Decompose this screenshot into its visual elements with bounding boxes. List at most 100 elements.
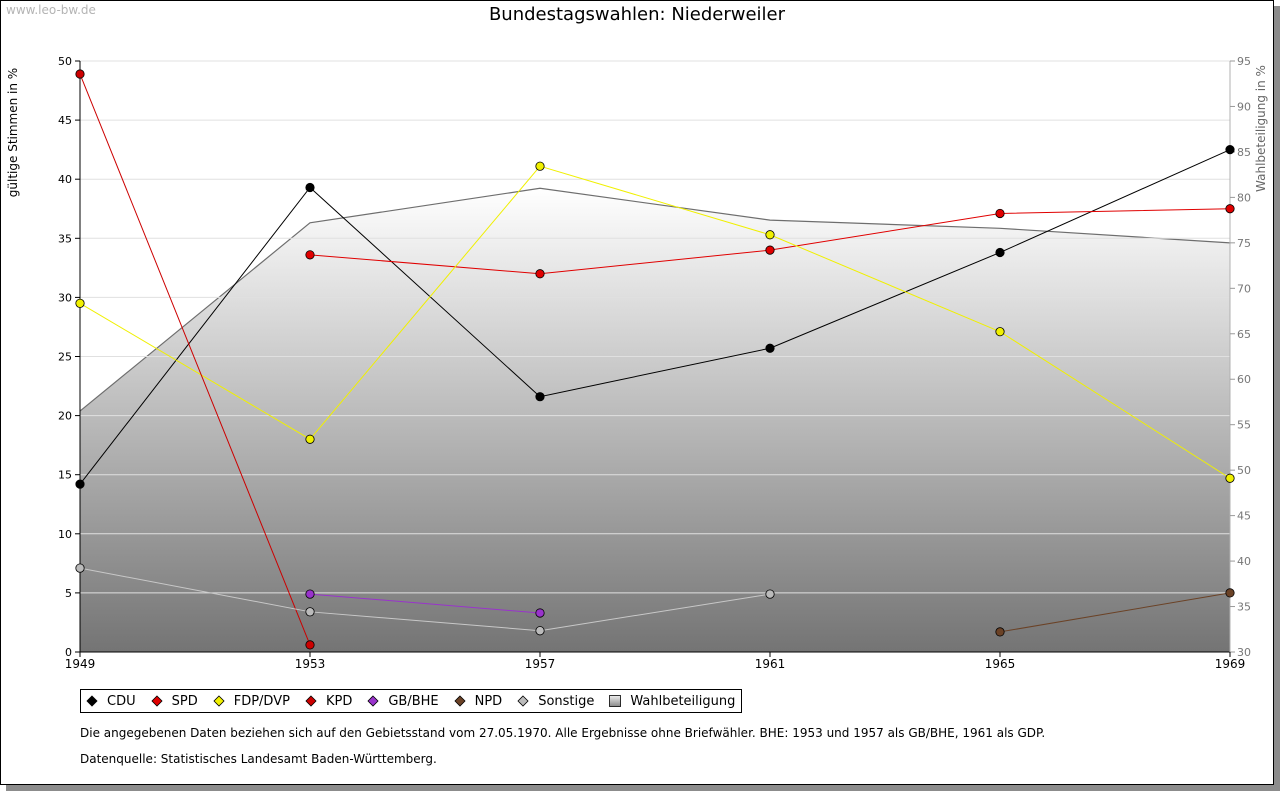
point-npd [995, 627, 1005, 637]
legend-item-wahlbeteiligung: Wahlbeteiligung [608, 694, 735, 709]
series-line-fdp-dvp [79, 165, 1231, 479]
point-spd [1225, 204, 1235, 214]
chart-title: Bundestagswahlen: Niederweiler [489, 4, 786, 25]
point-sonstige [535, 626, 545, 636]
legend-item-spd: SPD [150, 694, 198, 709]
y2-tick-label: 80 [1237, 191, 1251, 204]
source-note: Datenquelle: Statistisches Landesamt Bad… [80, 752, 437, 766]
point-gb-bhe [535, 608, 545, 618]
y-tick-label: 5 [65, 587, 72, 600]
y-tick-label: 0 [65, 646, 72, 659]
point-sonstige [765, 589, 775, 599]
x-tick-label: 1965 [985, 657, 1016, 671]
point-cdu [75, 479, 85, 489]
y2-tick-label: 75 [1237, 237, 1251, 250]
y2-tick-label: 85 [1237, 146, 1251, 159]
y2-tick-label: 70 [1237, 282, 1251, 295]
y-axis-label: gültige Stimmen in % [6, 68, 20, 197]
y2-tick-label: 30 [1237, 646, 1251, 659]
legend-label-cdu: CDU [107, 693, 136, 709]
y-tick-label: 20 [58, 410, 72, 423]
y-tick-label: 15 [58, 469, 72, 482]
x-tick-label: 1953 [295, 657, 326, 671]
y2-tick-label: 35 [1237, 601, 1251, 614]
point-kpd [75, 69, 85, 79]
point-spd [535, 269, 545, 279]
x-tick-label: 1957 [525, 657, 556, 671]
point-npd [1225, 588, 1235, 598]
y2-tick-label: 50 [1237, 464, 1251, 477]
point-cdu [535, 392, 545, 402]
legend-marker-kpd [305, 695, 317, 707]
point-cdu [1225, 145, 1235, 155]
point-kpd [305, 640, 315, 650]
legend-marker-wahlbeteiligung [609, 695, 622, 707]
axis-layer: 0 5 10 15 20 25 30 35 40 45 50 30 35 40 45 50 55 60 65 70 75… [58, 55, 1251, 671]
point-spd [765, 245, 775, 255]
y-tick-label: 10 [58, 528, 72, 541]
legend-item-kpd: KPD [304, 694, 352, 709]
point-fdp-dvp [75, 298, 85, 308]
point-fdp-dvp [995, 327, 1005, 337]
point-fdp-dvp [305, 434, 315, 444]
footnote: Die angegebenen Daten beziehen sich auf … [80, 726, 1046, 740]
legend-label-gb-bhe: GB/BHE [388, 693, 439, 709]
y2-tick-label: 90 [1237, 100, 1251, 113]
legend-marker-spd [151, 695, 163, 707]
legend-label-sonstige: Sonstige [538, 693, 595, 709]
legend-label-fdp-dvp: FDP/DVP [233, 693, 290, 709]
legend-marker-gb-bhe [367, 695, 379, 707]
series-line-sonstige [79, 567, 771, 632]
watermark: www.leo-bw.de [6, 3, 96, 17]
y-tick-label: 25 [58, 351, 72, 364]
y-tick-label: 40 [58, 173, 72, 186]
legend-marker-fdp-dvp [213, 695, 225, 707]
point-gb-bhe [305, 589, 315, 599]
series-line-npd [999, 592, 1231, 633]
y-tick-label: 50 [58, 55, 72, 68]
y-tick-label: 30 [58, 291, 72, 304]
y2-tick-label: 55 [1237, 419, 1251, 432]
legend-label-npd: NPD [474, 693, 503, 709]
y2-axis-label: Wahlbeteiligung in % [1254, 65, 1268, 192]
legend-label-spd: SPD [171, 693, 198, 709]
legend-marker-npd [454, 695, 466, 707]
point-cdu [305, 182, 315, 193]
y-tick-label: 35 [58, 232, 72, 245]
x-tick-label: 1969 [1215, 657, 1246, 671]
legend-marker-cdu [86, 695, 98, 707]
point-fdp-dvp [535, 161, 545, 171]
legend-item-fdp-dvp: FDP/DVP [212, 694, 290, 709]
y-tick-label: 45 [58, 114, 72, 127]
y2-tick-label: 65 [1237, 328, 1251, 341]
y2-tick-label: 60 [1237, 373, 1251, 386]
legend-label-kpd: KPD [325, 693, 353, 709]
turnout-area-layer [79, 187, 1231, 653]
y2-tick-label: 40 [1237, 555, 1251, 568]
legend-item-cdu: CDU [85, 694, 136, 709]
y2-tick-label: 45 [1237, 510, 1251, 523]
legend-marker-sonstige [517, 695, 529, 707]
grid-layer [80, 60, 1230, 594]
legend-item-gb-bhe: GB/BHE [366, 693, 439, 709]
legend-item-npd: NPD [453, 693, 503, 709]
point-cdu [765, 343, 775, 353]
legend-item-sonstige: Sonstige [516, 694, 594, 709]
legend: CDU SPD FDP/DVP KPD GB/BHE NPD Sonstige Wahlbet… [80, 689, 743, 713]
point-sonstige [75, 563, 85, 573]
turnout-area [80, 188, 1230, 653]
turnout-line [79, 187, 1231, 412]
series-line-cdu [79, 149, 1231, 485]
point-fdp-dvp [765, 230, 775, 240]
y2-tick-label: 95 [1237, 55, 1251, 68]
series-layer [75, 69, 1235, 650]
point-sonstige [305, 607, 315, 617]
x-tick-label: 1961 [755, 657, 786, 671]
series-line-kpd [79, 73, 311, 646]
x-tick-label: 1949 [65, 657, 96, 671]
point-spd [995, 208, 1005, 219]
legend-label-wahlbeteiligung: Wahlbeteiligung [630, 693, 736, 709]
point-cdu [995, 247, 1005, 258]
point-spd [305, 250, 315, 260]
